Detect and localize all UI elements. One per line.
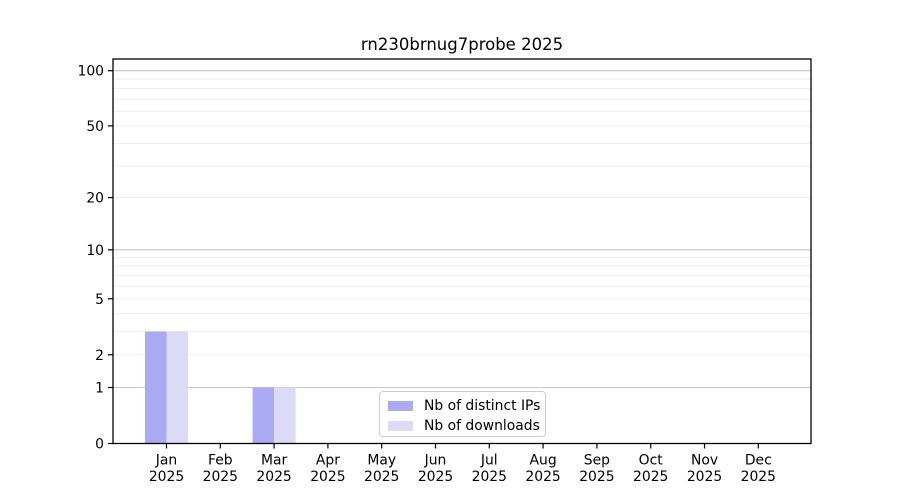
x-tick-label-month: Jun <box>424 453 447 469</box>
y-tick-label: 1 <box>95 381 104 397</box>
y-axis: 0 1 2 5 10 20 50 100 <box>77 64 113 453</box>
gridlines <box>113 70 811 389</box>
x-tick-label-year: 2025 <box>203 469 238 485</box>
x-tick-label-month: Oct <box>639 453 664 469</box>
y-tick-label: 50 <box>86 119 104 135</box>
x-tick-label-month: Aug <box>530 453 557 469</box>
legend: Nb of distinct IPs Nb of downloads <box>379 391 546 437</box>
legend-item-distinct-ips: Nb of distinct IPs <box>388 396 541 415</box>
x-tick-label-month: Sep <box>584 453 610 469</box>
x-tick-label-year: 2025 <box>525 469 560 485</box>
bar-distinct-ips-jan <box>145 331 167 444</box>
x-tick-label-month: Apr <box>316 453 340 469</box>
x-tick-label-year: 2025 <box>364 469 399 485</box>
legend-label-downloads: Nb of downloads <box>424 417 540 434</box>
y-tick-label: 10 <box>86 243 104 259</box>
bars <box>145 331 296 444</box>
x-tick-label-year: 2025 <box>256 469 291 485</box>
x-tick-label-year: 2025 <box>310 469 345 485</box>
bar-distinct-ips-mar <box>252 387 275 444</box>
legend-swatch-downloads <box>388 420 413 431</box>
x-tick-label-year: 2025 <box>687 469 722 485</box>
y-tick-label: 0 <box>95 437 104 453</box>
bar-downloads-jan <box>166 331 188 444</box>
x-tick-label-month: Jul <box>480 453 498 469</box>
x-tick-label-month: May <box>367 453 396 469</box>
x-tick-label-month: Dec <box>745 453 772 469</box>
x-tick-label-year: 2025 <box>579 469 614 485</box>
x-tick-label-year: 2025 <box>149 469 184 485</box>
x-tick-label-year: 2025 <box>633 469 668 485</box>
x-tick-label-month: Feb <box>208 453 233 469</box>
y-tick-label: 100 <box>77 64 104 80</box>
plot-border <box>112 58 812 445</box>
legend-swatch-distinct-ips <box>388 400 413 411</box>
x-axis: Jan2025Feb2025Mar2025Apr2025May2025Jun20… <box>149 443 776 485</box>
x-tick-label-month: Jan <box>155 453 177 469</box>
x-tick-label-year: 2025 <box>472 469 507 485</box>
x-tick-label-year: 2025 <box>741 469 776 485</box>
legend-label-distinct-ips: Nb of distinct IPs <box>424 397 541 414</box>
x-tick-label-year: 2025 <box>418 469 453 485</box>
chart-title: rn230brnug7probe 2025 <box>360 35 564 54</box>
x-tick-label-month: Mar <box>261 453 287 469</box>
legend-item-downloads: Nb of downloads <box>388 416 540 435</box>
y-tick-label: 20 <box>86 191 104 207</box>
bar-downloads-mar <box>274 387 296 444</box>
y-tick-label: 5 <box>95 292 104 308</box>
x-tick-label-month: Nov <box>691 453 718 469</box>
y-tick-label: 2 <box>95 348 104 364</box>
